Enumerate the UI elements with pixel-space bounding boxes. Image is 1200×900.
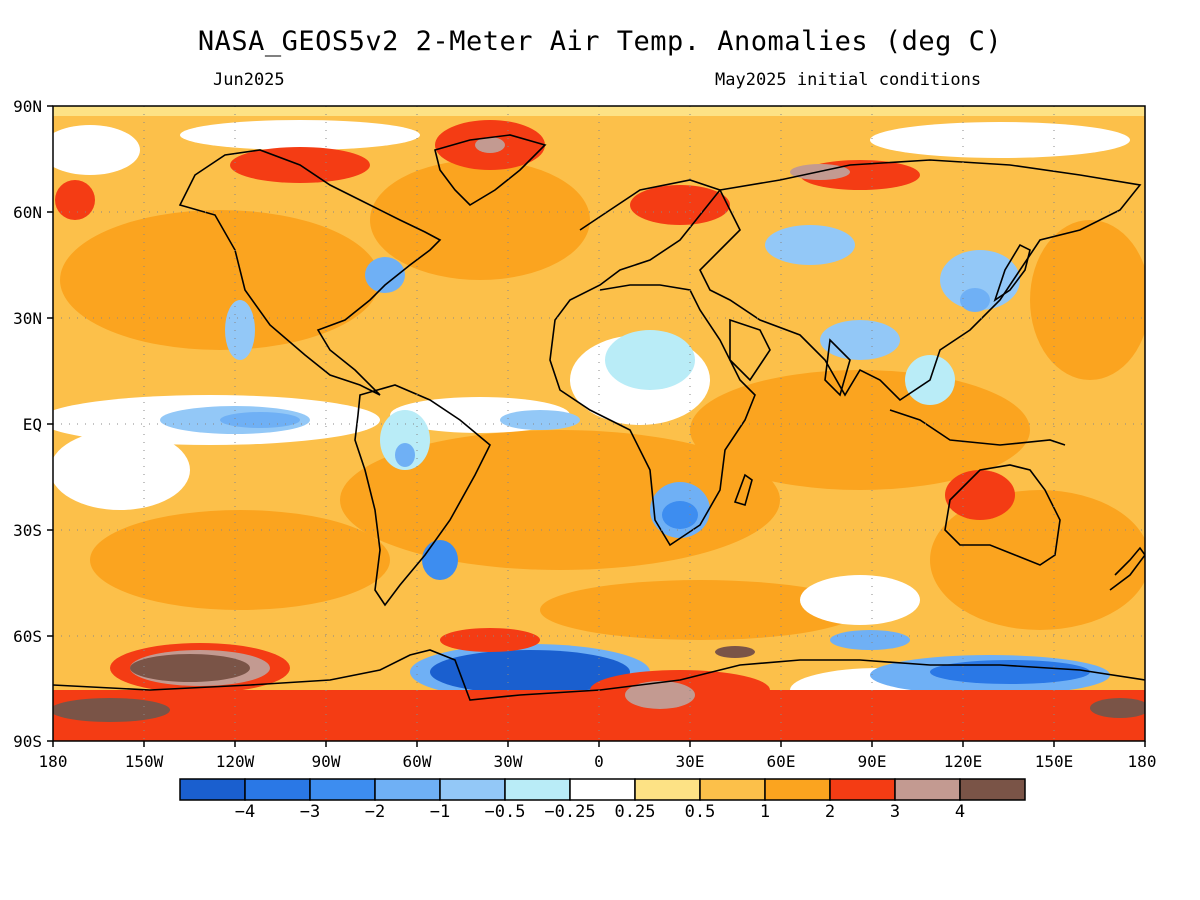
colorbar-swatch	[634, 778, 701, 801]
colorbar-label: −2	[364, 802, 386, 822]
colorbar-swatch	[179, 778, 246, 801]
colorbar-label: 3	[889, 802, 901, 822]
lon-label: 180	[1127, 752, 1157, 771]
initial-conditions-label: May2025 initial conditions	[715, 70, 982, 90]
colorbar-swatch	[244, 778, 311, 801]
lon-label: 60E	[766, 752, 796, 771]
axis-ticks	[47, 105, 1146, 747]
lat-label: 90S	[13, 732, 42, 751]
colorbar-label: 4	[954, 802, 966, 822]
colorbar-label: 0.5	[684, 802, 716, 822]
lon-label: 90E	[857, 752, 887, 771]
colorbar-swatch	[959, 778, 1026, 801]
colorbar-label: −0.25	[544, 802, 596, 822]
lon-label: 150W	[124, 752, 164, 771]
lat-label: 60S	[13, 627, 42, 646]
colorbar-swatch	[699, 778, 766, 801]
colorbar-swatch	[309, 778, 376, 801]
lon-label: 180	[38, 752, 68, 771]
colorbar-label: −0.5	[484, 802, 526, 822]
lon-label: 120W	[215, 752, 255, 771]
colorbar-swatch	[504, 778, 571, 801]
forecast-month-label: Jun2025	[213, 70, 285, 90]
lon-label: 0	[594, 752, 604, 771]
lat-label: 60N	[13, 203, 42, 222]
colorbar-label: 0.25	[614, 802, 656, 822]
colorbar-label: −3	[299, 802, 321, 822]
lon-label: 30E	[675, 752, 705, 771]
colorbar-label: 1	[759, 802, 771, 822]
lon-label: 90W	[311, 752, 341, 771]
lon-label: 30W	[493, 752, 523, 771]
colorbar-swatch	[439, 778, 506, 801]
colorbar-swatch	[374, 778, 441, 801]
colorbar-label: −1	[429, 802, 451, 822]
lon-label: 60W	[402, 752, 432, 771]
coastlines	[53, 134, 1145, 701]
lat-label: 30S	[13, 521, 42, 540]
lon-label: 150E	[1034, 752, 1074, 771]
lat-label: 30N	[13, 309, 42, 328]
colorbar-swatch	[764, 778, 831, 801]
lat-label: 90N	[13, 97, 42, 116]
lon-label: 120E	[943, 752, 983, 771]
lat-label: EQ	[22, 415, 42, 434]
colorbar-swatch	[829, 778, 896, 801]
colorbar-label: 2	[824, 802, 836, 822]
colorbar-swatch	[569, 778, 636, 801]
map-title: NASA_GEOS5v2 2-Meter Air Temp. Anomalies…	[197, 26, 1003, 57]
anomaly-field	[53, 106, 1145, 741]
colorbar-swatch	[894, 778, 961, 801]
colorbar	[179, 778, 1026, 801]
colorbar-label: −4	[234, 802, 256, 822]
